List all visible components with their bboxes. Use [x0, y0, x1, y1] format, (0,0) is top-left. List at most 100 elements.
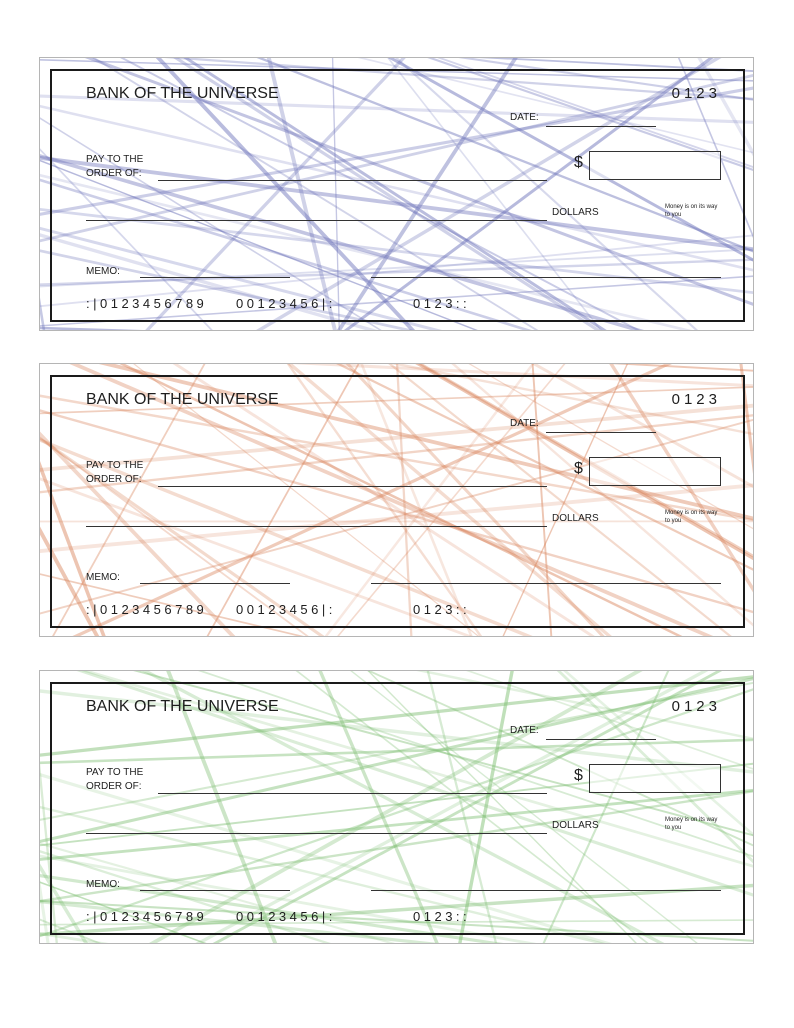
amount-words-field[interactable] — [86, 526, 547, 527]
pattern-line — [40, 94, 753, 124]
pattern-line — [40, 788, 753, 861]
check-3: BANK OF THE UNIVERSE 0123 DATE: PAY TO T… — [39, 670, 754, 944]
pattern-line — [40, 74, 753, 243]
micr-check-number: 0123:: — [413, 602, 471, 617]
pattern-line — [166, 671, 278, 943]
pattern-line — [466, 671, 753, 770]
pattern-line — [40, 688, 753, 938]
memo-field[interactable] — [140, 583, 290, 584]
pattern-line — [40, 275, 753, 327]
pattern-line — [172, 364, 595, 636]
security-pattern — [40, 58, 753, 330]
pattern-line — [40, 681, 753, 821]
payee-field[interactable] — [158, 793, 547, 794]
pattern-line — [40, 248, 753, 288]
pattern-line — [40, 883, 753, 937]
pattern-line — [451, 364, 753, 627]
date-field[interactable] — [546, 739, 656, 740]
pattern-line — [468, 364, 753, 530]
pattern-line — [40, 863, 89, 943]
micr-account: 00123456|: — [236, 296, 336, 311]
check-border: BANK OF THE UNIVERSE 0123 DATE: PAY TO T… — [50, 375, 745, 628]
signature-field[interactable] — [371, 890, 721, 891]
pay-to-label: PAY TO THE ORDER OF: — [86, 459, 143, 487]
memo-field[interactable] — [140, 277, 290, 278]
pattern-line — [133, 364, 480, 636]
pattern-line — [40, 394, 753, 522]
pattern-line — [40, 738, 753, 765]
pattern-line — [84, 58, 753, 306]
pattern-line — [458, 671, 514, 943]
micr-routing: :|0123456789 — [86, 909, 208, 924]
pattern-line — [119, 364, 683, 636]
pay-to-label-line2: ORDER OF: — [86, 474, 142, 485]
pay-to-label-line1: PAY TO THE — [86, 767, 144, 778]
date-label: DATE: — [510, 418, 539, 429]
pattern-line — [40, 932, 109, 943]
amount-words-field[interactable] — [86, 833, 547, 834]
pattern-line — [164, 58, 753, 100]
pattern-line — [324, 364, 535, 636]
date-field[interactable] — [546, 126, 656, 127]
pattern-line — [417, 364, 753, 558]
pattern-line — [40, 438, 533, 636]
pay-to-label: PAY TO THE ORDER OF: — [86, 153, 143, 181]
pattern-line — [92, 58, 539, 330]
pattern-line — [40, 790, 753, 903]
pattern-line — [40, 878, 50, 943]
pattern-line — [76, 671, 753, 897]
check-2: BANK OF THE UNIVERSE 0123 DATE: PAY TO T… — [39, 363, 754, 637]
bank-name: BANK OF THE UNIVERSE — [86, 391, 279, 408]
pattern-line — [337, 364, 566, 636]
pattern-line — [206, 364, 360, 636]
pattern-line — [357, 58, 753, 154]
pattern-line — [367, 671, 753, 847]
payee-field[interactable] — [158, 180, 547, 181]
pattern-line — [183, 58, 607, 330]
pattern-line — [350, 671, 698, 943]
pattern-line — [40, 483, 753, 553]
amount-field[interactable] — [589, 151, 721, 180]
pattern-line — [291, 364, 753, 388]
pattern-line — [40, 104, 753, 272]
pattern-line — [40, 919, 753, 926]
micr-account: 00123456|: — [236, 909, 336, 924]
pattern-line — [40, 773, 612, 943]
date-label: DATE: — [510, 112, 539, 123]
pattern-line — [318, 671, 439, 943]
micr-account: 00123456|: — [236, 602, 336, 617]
pattern-line — [367, 671, 637, 943]
signature-field[interactable] — [371, 277, 721, 278]
pattern-line — [388, 364, 732, 636]
pattern-line — [40, 386, 753, 415]
pattern-line — [360, 364, 473, 636]
pattern-line — [458, 58, 753, 101]
pattern-line — [40, 437, 309, 636]
slogan: Money is on its way to you — [665, 817, 718, 831]
pattern-line — [40, 297, 46, 330]
date-field[interactable] — [546, 432, 656, 433]
pattern-line — [394, 58, 699, 330]
signature-field[interactable] — [371, 583, 721, 584]
pattern-line — [212, 671, 723, 943]
currency-symbol: $ — [574, 767, 583, 784]
pattern-line — [52, 364, 206, 636]
dollars-label: DOLLARS — [552, 513, 599, 524]
pattern-line — [40, 460, 106, 636]
dollars-label: DOLLARS — [552, 207, 599, 218]
pattern-line — [40, 234, 753, 308]
memo-label: MEMO: — [86, 266, 120, 277]
pattern-line — [40, 874, 504, 943]
pattern-line — [531, 364, 753, 489]
pattern-line — [40, 148, 213, 330]
amount-field[interactable] — [589, 764, 721, 793]
memo-field[interactable] — [140, 890, 290, 891]
currency-symbol: $ — [574, 460, 583, 477]
pattern-line — [336, 364, 753, 571]
pattern-line — [40, 477, 473, 636]
amount-field[interactable] — [589, 457, 721, 486]
amount-words-field[interactable] — [86, 220, 547, 221]
pattern-line — [286, 364, 483, 636]
payee-field[interactable] — [158, 486, 547, 487]
pay-to-label: PAY TO THE ORDER OF: — [86, 766, 143, 794]
